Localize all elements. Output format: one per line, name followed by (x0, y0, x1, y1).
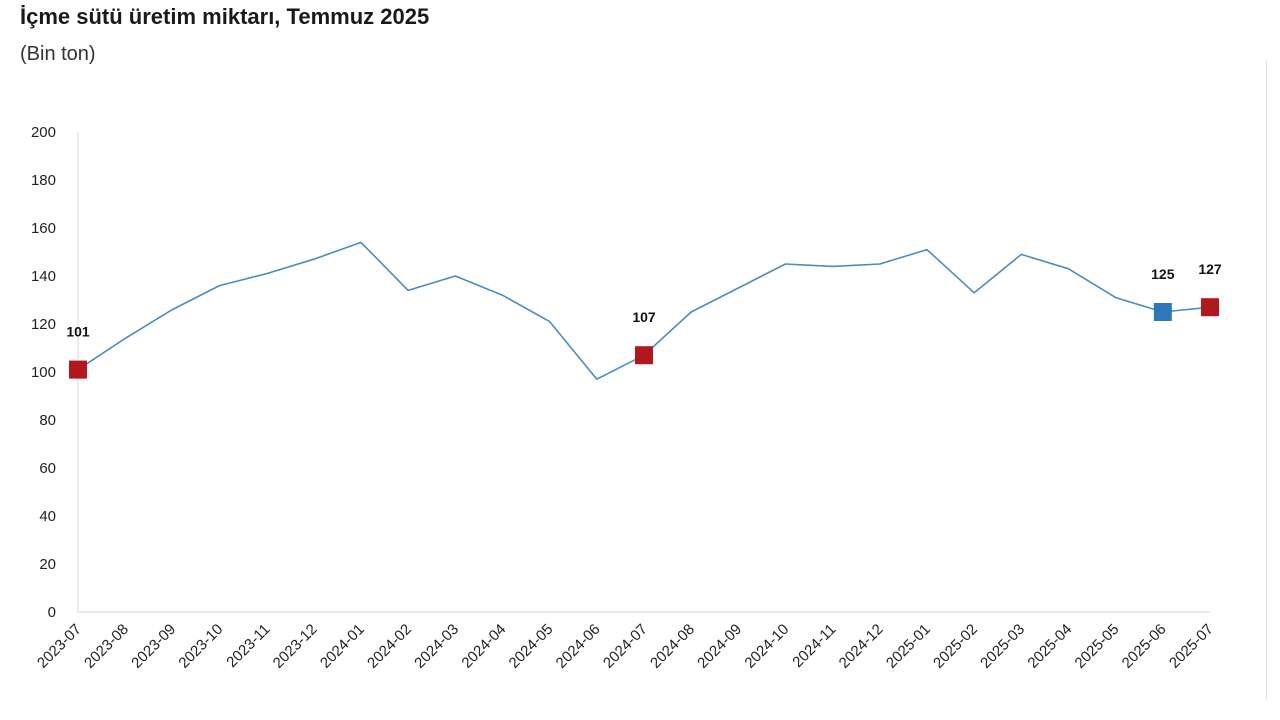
y-axis-ticks: 0 20 40 60 80 100 120 140 160 180 200 (31, 124, 56, 621)
x-tick-label: 2023-08 (81, 621, 132, 672)
x-tick-label: 2023-07 (34, 621, 85, 672)
highlight-markers: 101 107 125 127 (66, 261, 1222, 379)
x-tick-label: 2025-04 (1024, 621, 1075, 672)
y-tick-label: 120 (31, 316, 56, 333)
x-tick-label: 2025-01 (883, 621, 934, 672)
x-tick-label: 2023-12 (270, 621, 321, 672)
panel-divider (1266, 60, 1267, 700)
y-tick-label: 40 (39, 508, 56, 525)
y-tick-label: 80 (39, 412, 56, 429)
y-tick-label: 140 (31, 268, 56, 285)
x-tick-label: 2024-11 (789, 621, 839, 671)
y-tick-label: 20 (39, 556, 56, 573)
data-point-marker (635, 346, 653, 365)
x-tick-label: 2025-06 (1119, 621, 1170, 672)
x-tick-label: 2025-02 (930, 621, 981, 672)
data-point-marker (69, 360, 87, 379)
x-tick-label: 2024-12 (836, 621, 887, 672)
data-point-marker (1201, 298, 1219, 317)
x-tick-label: 2024-08 (647, 621, 698, 672)
data-label: 127 (1198, 261, 1222, 277)
y-tick-label: 0 (48, 604, 56, 621)
x-tick-label: 2023-09 (128, 621, 179, 672)
x-tick-label: 2025-03 (977, 621, 1028, 672)
x-tick-label: 2024-04 (458, 621, 509, 672)
x-tick-label: 2024-05 (506, 621, 557, 672)
chart-subtitle: (Bin ton) (20, 43, 96, 65)
x-tick-label: 2025-07 (1166, 621, 1217, 672)
x-tick-label: 2024-06 (553, 621, 604, 672)
x-tick-label: 2024-02 (364, 621, 415, 672)
chart-title: İçme sütü üretim miktarı, Temmuz 2025 (20, 4, 430, 29)
y-tick-label: 200 (31, 124, 56, 141)
y-tick-label: 160 (31, 220, 56, 237)
x-tick-label: 2023-11 (223, 621, 273, 671)
x-tick-label: 2023-10 (175, 621, 226, 672)
y-tick-label: 180 (31, 172, 56, 189)
data-label: 107 (632, 309, 656, 325)
data-label: 125 (1151, 266, 1175, 282)
axes (77, 132, 1210, 613)
x-tick-label: 2024-01 (317, 621, 368, 672)
y-tick-label: 100 (31, 364, 56, 381)
x-axis-ticks: 2023-072023-082023-092023-102023-112023-… (34, 621, 1217, 672)
x-tick-label: 2024-07 (600, 621, 651, 672)
x-tick-label: 2025-05 (1072, 621, 1123, 672)
y-tick-label: 60 (39, 460, 56, 477)
x-tick-label: 2024-03 (411, 621, 462, 672)
data-label: 101 (66, 324, 90, 340)
x-tick-label: 2024-09 (694, 621, 745, 672)
x-tick-label: 2024-10 (741, 621, 792, 672)
data-point-marker (1153, 303, 1172, 321)
